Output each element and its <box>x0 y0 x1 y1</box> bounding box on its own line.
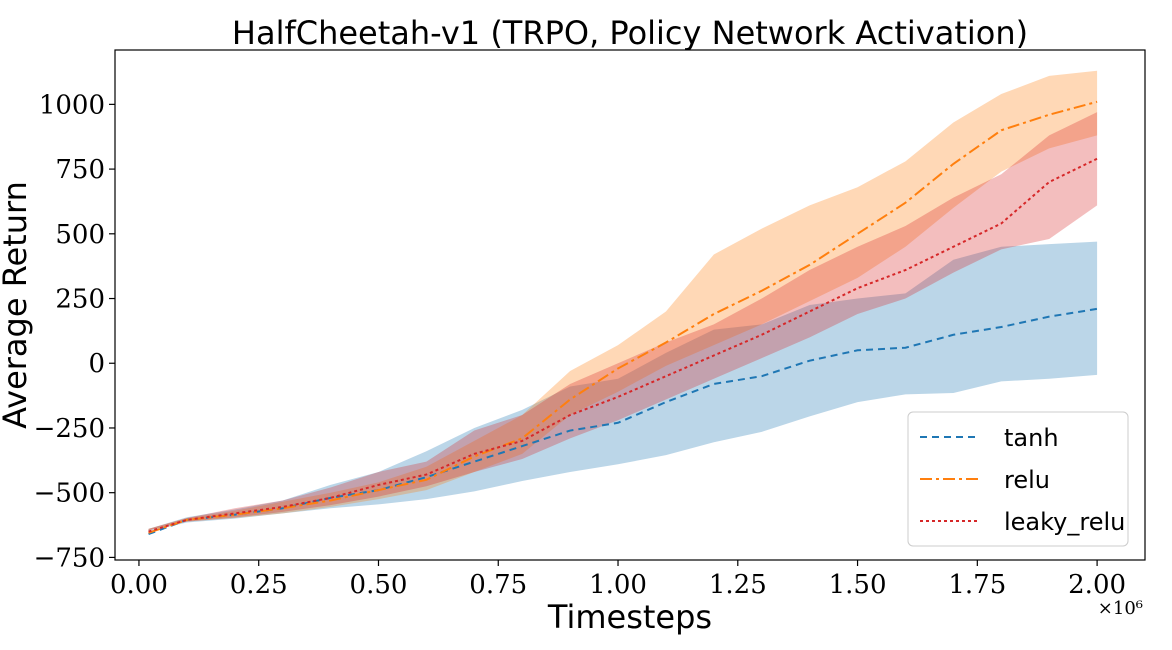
y-tick-label: 1000 <box>39 90 105 120</box>
legend-label-leaky_relu: leaky_relu <box>1004 508 1125 536</box>
y-tick-label: 750 <box>55 155 105 185</box>
x-tick-label: 0.00 <box>110 570 168 600</box>
y-tick-label: 500 <box>55 220 105 250</box>
line-relu <box>148 100 1098 534</box>
plot-frame <box>114 49 1146 561</box>
confidence-bands <box>148 70 1098 532</box>
series-lines <box>148 100 1098 536</box>
x-axis-multiplier: ×10⁶ <box>1098 598 1143 619</box>
band-tanh <box>148 241 1098 532</box>
x-tick-label: 0.50 <box>350 570 408 600</box>
y-tick-label: −500 <box>34 479 105 509</box>
x-axis-label: Timesteps <box>547 598 712 636</box>
legend-label-relu: relu <box>1004 466 1050 494</box>
x-tick-label: 0.75 <box>469 570 527 600</box>
x-axis-ticks: 0.00 0.25 0.50 0.75 1.00 1.25 1.50 1.75 2.00 <box>110 560 1126 600</box>
legend-box <box>907 411 1129 547</box>
y-tick-label: 250 <box>55 285 105 315</box>
y-tick-label: −250 <box>34 414 105 444</box>
band-relu <box>148 70 1098 531</box>
legend: tanh relu leaky_relu <box>907 411 1129 547</box>
line-tanh <box>148 307 1098 536</box>
x-tick-label: 2.00 <box>1068 570 1126 600</box>
x-tick-label: 1.75 <box>948 570 1006 600</box>
x-tick-label: 0.25 <box>230 570 288 600</box>
x-tick-label: 1.00 <box>589 570 647 600</box>
chart-title: HalfCheetah-v1 (TRPO, Policy Network Act… <box>232 14 1028 52</box>
x-tick-label: 1.25 <box>709 570 767 600</box>
legend-label-tanh: tanh <box>1004 424 1059 452</box>
y-axis-label: Average Return <box>0 181 34 429</box>
y-tick-label: 0 <box>88 349 105 379</box>
line-leaky_relu <box>148 157 1098 533</box>
x-tick-label: 1.50 <box>829 570 887 600</box>
y-tick-label: −750 <box>34 543 105 573</box>
y-axis-ticks: −750 −500 −250 0 250 500 750 1000 <box>34 90 115 573</box>
